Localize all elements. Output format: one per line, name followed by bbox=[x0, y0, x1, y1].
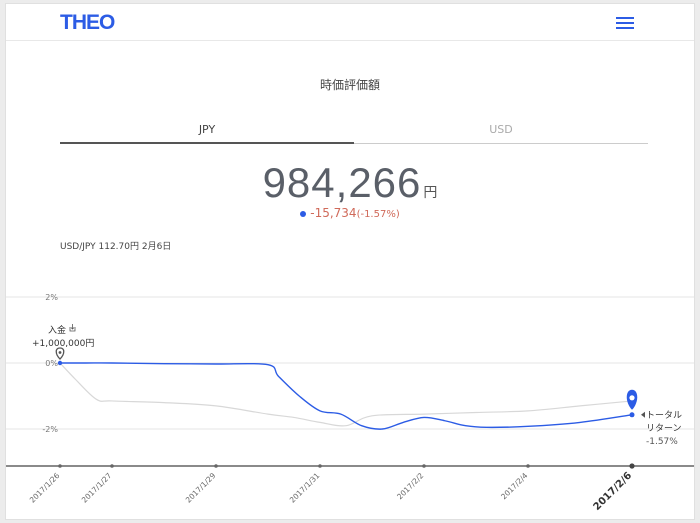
x-tick-dot bbox=[110, 464, 114, 468]
change-value: -15,734 bbox=[310, 206, 357, 220]
x-tick-label: 2017/1/27 bbox=[80, 471, 114, 505]
series-line-portfolio bbox=[60, 362, 633, 430]
x-tick-dot bbox=[318, 464, 322, 468]
series-line-benchmark bbox=[59, 362, 633, 427]
section-title: 時価評価額 bbox=[319, 78, 380, 92]
x-tick-dot bbox=[526, 464, 530, 468]
x-tick-dot bbox=[422, 464, 426, 468]
menu-line bbox=[616, 27, 634, 29]
header: THEO bbox=[6, 4, 694, 41]
x-tick-label: 2017/2/2 bbox=[395, 471, 425, 501]
x-tick-dot bbox=[629, 463, 635, 469]
chart-series bbox=[59, 362, 633, 430]
x-tick-label: 2017/2/4 bbox=[499, 471, 529, 501]
valuation-amount: 984,266 円 bbox=[6, 159, 694, 207]
y-tick-label: -2% bbox=[42, 425, 58, 434]
return-label-line2: リターン bbox=[646, 423, 682, 434]
deposit-label: 入金 bbox=[48, 324, 66, 336]
download-icon bbox=[69, 324, 76, 332]
return-label-line1: トータル bbox=[646, 410, 682, 421]
return-point bbox=[629, 412, 635, 418]
x-tick-dot bbox=[214, 464, 218, 468]
tab-usd[interactable]: USD bbox=[354, 118, 648, 144]
currency-tabs: JPY USD bbox=[60, 118, 648, 144]
x-tick-label: 2017/2/6 bbox=[592, 470, 634, 512]
change-percent: (-1.57%) bbox=[356, 209, 400, 220]
series-dot-icon bbox=[300, 210, 307, 217]
y-tick-label: 2% bbox=[45, 293, 58, 302]
x-tick-label: 2017/1/26 bbox=[28, 471, 62, 505]
hamburger-menu-icon[interactable] bbox=[614, 14, 636, 30]
logo[interactable]: THEO bbox=[60, 11, 115, 34]
x-tick-label: 2017/1/29 bbox=[184, 471, 218, 505]
fx-rate: USD/JPY 112.70円 2月6日 bbox=[60, 242, 172, 252]
app-window: THEO 時価評価額 JPY USD 984,266 円 -15,734(-1.5… bbox=[6, 4, 694, 519]
valuation-change: -15,734(-1.57%) bbox=[6, 206, 694, 220]
pointer-arrow-icon bbox=[641, 411, 645, 418]
tab-jpy[interactable]: JPY bbox=[60, 118, 354, 144]
x-tick-dot bbox=[58, 464, 62, 468]
valuation-unit: 円 bbox=[423, 185, 438, 201]
menu-line bbox=[616, 22, 634, 24]
x-tick-label: 2017/1/31 bbox=[288, 471, 322, 505]
deposit-point bbox=[57, 360, 63, 366]
valuation-value: 984,266 bbox=[262, 159, 422, 206]
deposit-pin-dot bbox=[58, 351, 62, 354]
chart-x-axis: 2017/1/26 2017/1/27 2017/1/29 2017/1/31 2017… bbox=[6, 463, 694, 513]
deposit-amount: +1,000,000円 bbox=[32, 338, 94, 349]
return-pin-dot bbox=[629, 395, 635, 401]
y-tick-label: 0% bbox=[45, 359, 58, 368]
return-percent: -1.57% bbox=[646, 437, 678, 447]
menu-line bbox=[616, 17, 634, 19]
